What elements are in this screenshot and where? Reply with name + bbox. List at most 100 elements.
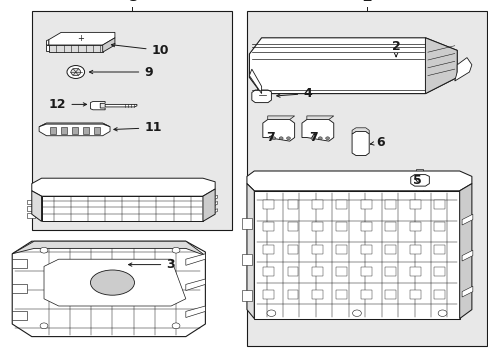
Polygon shape: [207, 195, 217, 203]
Bar: [336, 290, 346, 299]
Circle shape: [40, 247, 48, 253]
Circle shape: [279, 137, 283, 140]
Circle shape: [172, 247, 180, 253]
Polygon shape: [12, 241, 205, 337]
Bar: [32, 11, 232, 230]
Polygon shape: [263, 120, 294, 141]
Text: +: +: [77, 34, 84, 43]
Bar: [287, 200, 298, 209]
Polygon shape: [12, 311, 27, 320]
Polygon shape: [49, 45, 102, 52]
Bar: [409, 200, 420, 209]
Polygon shape: [351, 128, 368, 134]
Polygon shape: [251, 90, 271, 103]
Polygon shape: [254, 191, 459, 319]
Bar: [409, 267, 420, 276]
Bar: [263, 245, 273, 254]
Polygon shape: [27, 213, 35, 218]
Bar: [246, 11, 486, 346]
Bar: [409, 245, 420, 254]
Text: 2: 2: [391, 40, 400, 57]
Polygon shape: [32, 178, 215, 196]
Polygon shape: [46, 45, 51, 51]
Bar: [433, 245, 444, 254]
Polygon shape: [203, 189, 215, 221]
Bar: [263, 200, 273, 209]
Bar: [409, 222, 420, 231]
Bar: [287, 245, 298, 254]
Bar: [385, 245, 395, 254]
Bar: [360, 267, 371, 276]
Circle shape: [318, 137, 322, 140]
Polygon shape: [102, 38, 115, 52]
Bar: [336, 267, 346, 276]
Polygon shape: [249, 69, 261, 94]
Polygon shape: [410, 175, 428, 186]
Bar: [311, 200, 322, 209]
Circle shape: [40, 323, 48, 329]
Polygon shape: [246, 184, 254, 319]
Text: 4: 4: [276, 87, 311, 100]
Ellipse shape: [90, 270, 134, 295]
Polygon shape: [454, 58, 471, 81]
Polygon shape: [351, 131, 368, 156]
Polygon shape: [461, 214, 472, 225]
Text: 8: 8: [126, 0, 137, 4]
Circle shape: [266, 310, 275, 316]
Bar: [72, 127, 78, 134]
Polygon shape: [27, 206, 35, 211]
Text: 11: 11: [114, 121, 162, 134]
Circle shape: [286, 137, 290, 140]
Polygon shape: [264, 85, 266, 90]
Bar: [263, 267, 273, 276]
Text: 3: 3: [128, 258, 175, 271]
Bar: [336, 222, 346, 231]
Bar: [263, 290, 273, 299]
Bar: [336, 200, 346, 209]
Bar: [287, 267, 298, 276]
Bar: [409, 290, 420, 299]
Bar: [433, 290, 444, 299]
Bar: [360, 222, 371, 231]
Circle shape: [310, 137, 314, 140]
Polygon shape: [249, 38, 456, 94]
Bar: [433, 200, 444, 209]
Polygon shape: [39, 123, 110, 136]
Bar: [385, 200, 395, 209]
Bar: [263, 222, 273, 231]
Bar: [360, 290, 371, 299]
Polygon shape: [242, 218, 251, 229]
Bar: [311, 290, 322, 299]
Polygon shape: [267, 116, 294, 120]
Bar: [311, 245, 322, 254]
Polygon shape: [90, 102, 105, 110]
Polygon shape: [207, 209, 217, 216]
Bar: [385, 290, 395, 299]
Polygon shape: [207, 202, 217, 209]
Bar: [433, 222, 444, 231]
Bar: [94, 127, 100, 134]
Bar: [311, 222, 322, 231]
Polygon shape: [39, 123, 110, 127]
Bar: [360, 245, 371, 254]
Polygon shape: [461, 250, 472, 261]
Polygon shape: [12, 241, 205, 256]
Polygon shape: [425, 38, 456, 94]
Circle shape: [71, 68, 81, 76]
Bar: [385, 222, 395, 231]
Bar: [287, 290, 298, 299]
Polygon shape: [461, 286, 472, 297]
Bar: [433, 267, 444, 276]
Bar: [50, 127, 56, 134]
Circle shape: [352, 310, 361, 316]
Bar: [360, 200, 371, 209]
Polygon shape: [185, 306, 205, 318]
Bar: [385, 267, 395, 276]
Circle shape: [67, 66, 84, 78]
Polygon shape: [306, 116, 333, 120]
Polygon shape: [105, 104, 137, 107]
Polygon shape: [49, 32, 115, 45]
Polygon shape: [459, 184, 471, 319]
Polygon shape: [41, 196, 203, 221]
Text: 5: 5: [412, 174, 421, 186]
